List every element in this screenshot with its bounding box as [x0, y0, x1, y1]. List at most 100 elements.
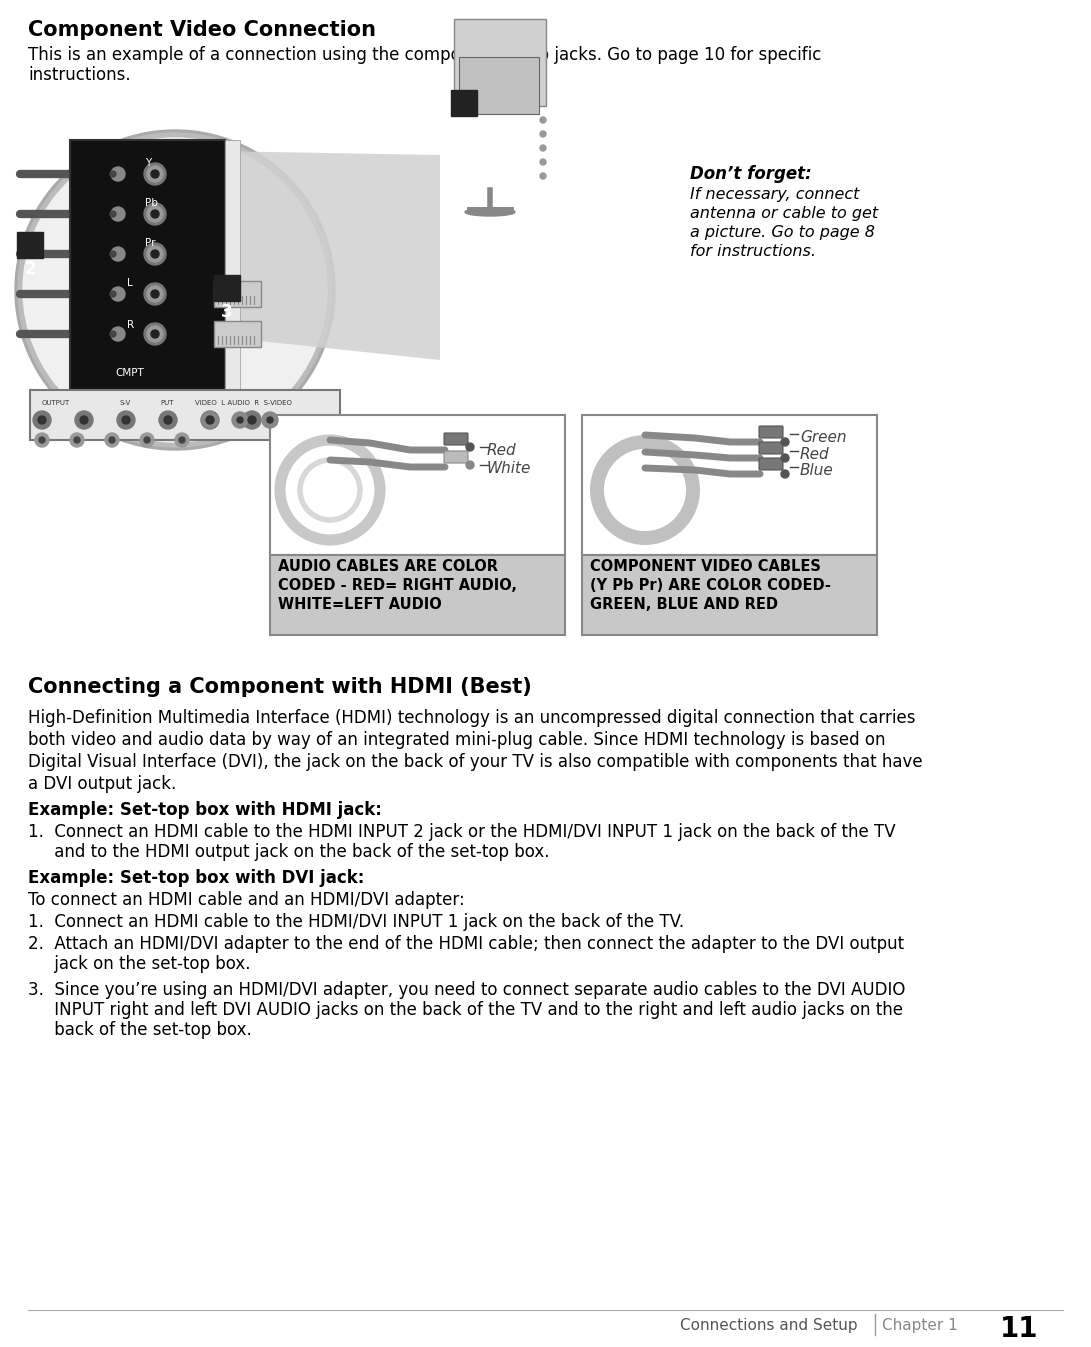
Text: CODED - RED= RIGHT AUDIO,: CODED - RED= RIGHT AUDIO, [278, 578, 517, 593]
FancyBboxPatch shape [459, 57, 539, 114]
Circle shape [144, 283, 166, 304]
Circle shape [151, 290, 159, 298]
Text: antenna or cable to get: antenna or cable to get [690, 206, 878, 221]
Circle shape [147, 286, 163, 302]
Circle shape [111, 287, 125, 300]
Text: This is an example of a connection using the component video jacks. Go to page 1: This is an example of a connection using… [28, 46, 822, 65]
Text: 1: 1 [458, 119, 470, 136]
Circle shape [110, 171, 116, 176]
FancyBboxPatch shape [29, 391, 340, 440]
Text: If necessary, connect: If necessary, connect [690, 187, 860, 202]
Circle shape [207, 418, 213, 423]
Circle shape [39, 436, 45, 443]
Text: Chapter 1: Chapter 1 [882, 1317, 958, 1334]
Circle shape [74, 436, 80, 443]
Circle shape [75, 411, 93, 428]
Text: PUT: PUT [160, 400, 173, 405]
Text: Connecting a Component with HDMI (Best): Connecting a Component with HDMI (Best) [28, 678, 531, 696]
Text: Blue: Blue [800, 463, 834, 478]
Circle shape [781, 438, 789, 446]
FancyBboxPatch shape [444, 451, 468, 463]
Circle shape [147, 166, 163, 182]
Circle shape [267, 418, 273, 423]
Circle shape [175, 432, 189, 447]
Circle shape [540, 145, 546, 151]
Text: jack on the set-top box.: jack on the set-top box. [28, 955, 251, 973]
Circle shape [110, 211, 116, 217]
Circle shape [117, 411, 135, 428]
Circle shape [151, 210, 159, 218]
FancyBboxPatch shape [214, 321, 261, 348]
Circle shape [144, 242, 166, 265]
Circle shape [15, 131, 335, 450]
Text: a picture. Go to page 8: a picture. Go to page 8 [690, 225, 875, 240]
Circle shape [144, 436, 149, 443]
Text: L: L [127, 277, 133, 288]
Text: 1.  Connect an HDMI cable to the HDMI INPUT 2 jack or the HDMI/DVI INPUT 1 jack : 1. Connect an HDMI cable to the HDMI INP… [28, 823, 896, 841]
FancyBboxPatch shape [269, 415, 565, 555]
Text: High-Definition Multimedia Interface (HDMI) technology is an uncompressed digita: High-Definition Multimedia Interface (HD… [28, 709, 915, 727]
Circle shape [466, 443, 473, 451]
Circle shape [17, 133, 332, 447]
Circle shape [296, 457, 364, 524]
Text: Y: Y [145, 158, 152, 168]
Circle shape [33, 411, 51, 428]
Text: Example: Set-top box with DVI jack:: Example: Set-top box with DVI jack: [28, 869, 364, 888]
Circle shape [540, 159, 546, 164]
Text: White: White [487, 461, 531, 475]
Circle shape [466, 461, 473, 469]
Text: To connect an HDMI cable and an HDMI/DVI adapter:: To connect an HDMI cable and an HDMI/DVI… [28, 890, 465, 909]
FancyBboxPatch shape [70, 140, 225, 395]
Circle shape [110, 291, 116, 296]
Circle shape [35, 432, 49, 447]
Circle shape [151, 251, 159, 259]
Circle shape [140, 432, 154, 447]
Text: Component Video Connection: Component Video Connection [28, 20, 376, 40]
Text: VIDEO  L AUDIO  R  S-VIDEO: VIDEO L AUDIO R S-VIDEO [195, 400, 292, 405]
Circle shape [201, 411, 219, 428]
Text: 3.  Since you’re using an HDMI/DVI adapter, you need to connect separate audio c: 3. Since you’re using an HDMI/DVI adapte… [28, 981, 906, 999]
Circle shape [147, 206, 163, 222]
Circle shape [38, 416, 46, 424]
Text: WHITE=LEFT AUDIO: WHITE=LEFT AUDIO [278, 597, 442, 612]
Text: instructions.: instructions. [28, 66, 131, 84]
Text: 11: 11 [1000, 1315, 1039, 1343]
Text: Digital Visual Interface (DVI), the jack on the back of your TV is also compatib: Digital Visual Interface (DVI), the jack… [28, 753, 923, 770]
Text: Pr: Pr [145, 238, 156, 248]
Circle shape [262, 412, 278, 428]
Text: Green: Green [800, 430, 847, 445]
Text: 2.  Attach an HDMI/DVI adapter to the end of the HDMI cable; then connect the ad: 2. Attach an HDMI/DVI adapter to the end… [28, 935, 904, 952]
Circle shape [248, 416, 256, 424]
Circle shape [164, 416, 172, 424]
Text: 3: 3 [221, 303, 232, 321]
Circle shape [540, 172, 546, 179]
Circle shape [111, 247, 125, 261]
Text: GREEN, BLUE AND RED: GREEN, BLUE AND RED [590, 597, 778, 612]
FancyBboxPatch shape [17, 232, 43, 259]
FancyBboxPatch shape [582, 415, 877, 555]
Circle shape [23, 137, 327, 442]
Circle shape [23, 137, 327, 442]
Text: Connections and Setup: Connections and Setup [680, 1317, 858, 1334]
Circle shape [110, 251, 116, 257]
Text: (Y Pb Pr) ARE COLOR CODED-: (Y Pb Pr) ARE COLOR CODED- [590, 578, 831, 593]
FancyBboxPatch shape [214, 282, 261, 307]
Circle shape [540, 117, 546, 123]
Text: Don’t forget:: Don’t forget: [690, 164, 812, 183]
Circle shape [144, 203, 166, 225]
Circle shape [147, 247, 163, 263]
Circle shape [237, 418, 243, 423]
Text: Example: Set-top box with HDMI jack:: Example: Set-top box with HDMI jack: [28, 801, 382, 819]
Text: Red: Red [487, 443, 517, 458]
Text: OUTPUT: OUTPUT [41, 400, 70, 405]
Text: for instructions.: for instructions. [690, 244, 816, 259]
Circle shape [111, 167, 125, 180]
Polygon shape [155, 150, 440, 360]
FancyBboxPatch shape [269, 555, 565, 634]
Circle shape [111, 327, 125, 341]
Ellipse shape [465, 207, 515, 216]
Circle shape [105, 432, 119, 447]
Circle shape [243, 411, 261, 428]
Text: back of the set-top box.: back of the set-top box. [28, 1021, 252, 1039]
Text: 1.  Connect an HDMI cable to the HDMI/DVI INPUT 1 jack on the back of the TV.: 1. Connect an HDMI cable to the HDMI/DVI… [28, 913, 684, 931]
